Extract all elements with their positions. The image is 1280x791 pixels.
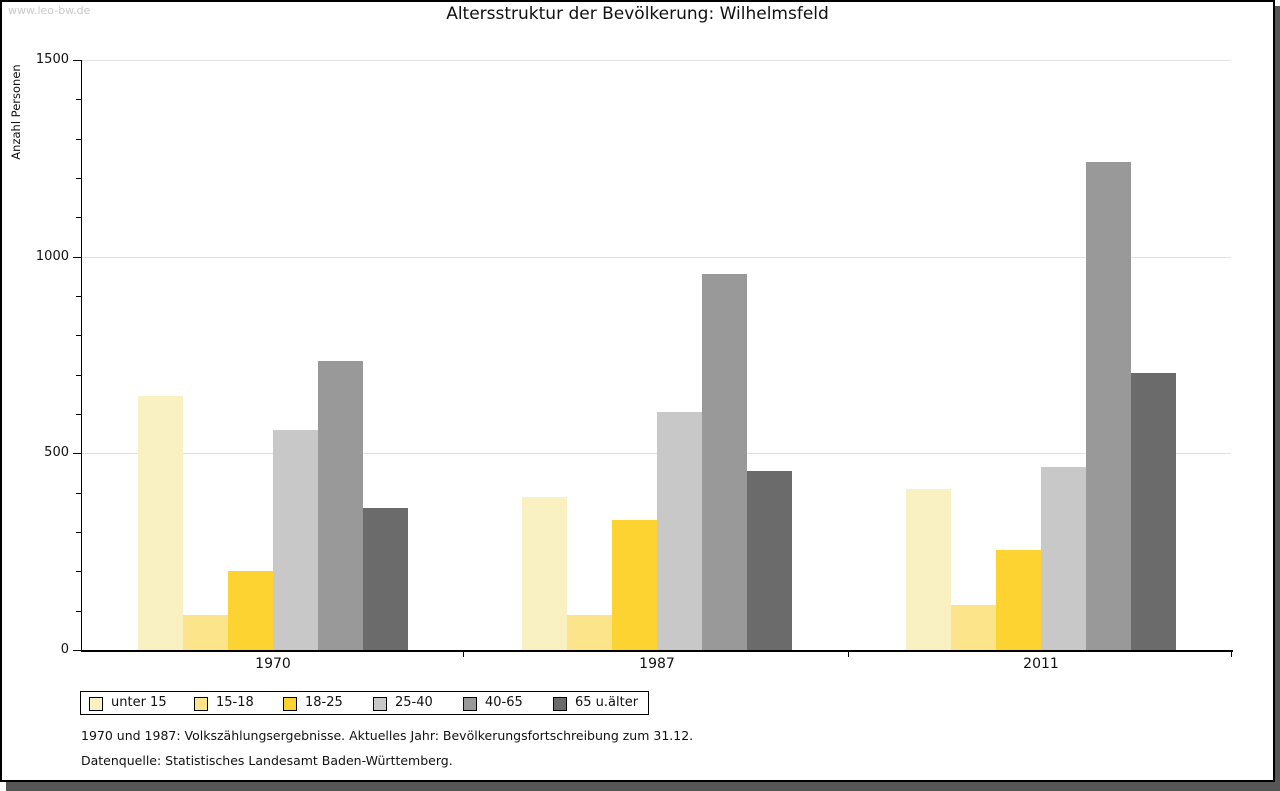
- y-minor-tick: [76, 532, 81, 533]
- bar-1970-unter-15: [138, 396, 183, 650]
- bar-1987-15-18: [567, 615, 612, 650]
- bar-1970-40-65: [318, 361, 363, 650]
- footer-note-2: Datenquelle: Statistisches Landesamt Bad…: [81, 753, 453, 768]
- legend-swatch-15-18: [194, 697, 208, 711]
- gridline: [81, 257, 1231, 258]
- x-axis-line: [81, 650, 1233, 652]
- footer-note-1: 1970 und 1987: Volkszählungsergebnisse. …: [81, 728, 694, 743]
- watermark: www.leo-bw.de: [8, 4, 91, 17]
- legend-swatch-40-65: [463, 697, 477, 711]
- y-tick-label: 1000: [35, 249, 69, 264]
- y-minor-tick: [76, 217, 81, 218]
- y-minor-tick: [76, 99, 81, 100]
- x-tick: [848, 652, 849, 657]
- y-minor-tick: [76, 493, 81, 494]
- y-minor-tick: [76, 611, 81, 612]
- gridline: [81, 453, 1231, 454]
- x-category-label: 1987: [639, 656, 675, 672]
- y-minor-tick: [76, 335, 81, 336]
- x-category-label: 1970: [255, 656, 291, 672]
- x-tick: [1231, 652, 1232, 657]
- bar-1987-40-65: [702, 274, 747, 650]
- bar-1970-65-u-lter: [363, 508, 408, 650]
- plot-area: 0 500 1000 1500 1970 1987 2011: [2, 2, 1273, 780]
- bar-1987-unter-15: [522, 497, 567, 650]
- legend-label-unter-15: unter 15: [111, 695, 167, 710]
- legend-label-18-25: 18-25: [305, 695, 343, 710]
- y-tick-label: 1500: [35, 52, 69, 67]
- legend-swatch-18-25: [283, 697, 297, 711]
- legend-label-40-65: 40-65: [485, 695, 523, 710]
- legend-box: unter 15 15-18 18-25 25-40 40-65 65 u.älter: [80, 691, 649, 715]
- page-title: Altersstruktur der Bevölkerung: Wilhelms…: [446, 4, 829, 24]
- bar-1987-18-25: [612, 520, 657, 650]
- legend-label-65-u-lter: 65 u.älter: [575, 695, 639, 710]
- y-axis-line: [81, 60, 82, 650]
- legend-label-15-18: 15-18: [216, 695, 254, 710]
- legend-swatch-25-40: [373, 697, 387, 711]
- bar-1970-18-25: [228, 571, 273, 650]
- y-minor-tick: [76, 571, 81, 572]
- gridline: [81, 60, 1231, 61]
- legend-swatch-65-u-lter: [553, 697, 567, 711]
- y-minor-tick: [76, 375, 81, 376]
- drop-shadow-bottom: [6, 782, 1280, 791]
- bar-1987-25-40: [657, 412, 702, 650]
- x-category-label: 2011: [1023, 656, 1059, 672]
- bar-2011-15-18: [951, 605, 996, 650]
- bar-2011-40-65: [1086, 162, 1131, 650]
- bar-1970-25-40: [273, 430, 318, 650]
- bar-1970-15-18: [183, 615, 228, 650]
- bar-2011-25-40: [1041, 467, 1086, 650]
- y-minor-tick: [76, 296, 81, 297]
- y-major-tick: [73, 453, 81, 454]
- legend-swatch-unter-15: [89, 697, 103, 711]
- y-major-tick: [73, 257, 81, 258]
- bar-2011-unter-15: [906, 489, 951, 650]
- y-tick-label: 500: [44, 445, 69, 460]
- bar-2011-65-u-lter: [1131, 373, 1176, 650]
- bar-2011-18-25: [996, 550, 1041, 650]
- y-minor-tick: [76, 414, 81, 415]
- bar-1987-65-u-lter: [747, 471, 792, 650]
- y-major-tick: [73, 650, 81, 651]
- x-tick: [463, 652, 464, 657]
- drop-shadow-right: [1275, 6, 1280, 791]
- y-minor-tick: [76, 178, 81, 179]
- y-tick-label: 0: [60, 642, 69, 657]
- legend-label-25-40: 25-40: [395, 695, 433, 710]
- y-major-tick: [73, 60, 81, 61]
- y-minor-tick: [76, 139, 81, 140]
